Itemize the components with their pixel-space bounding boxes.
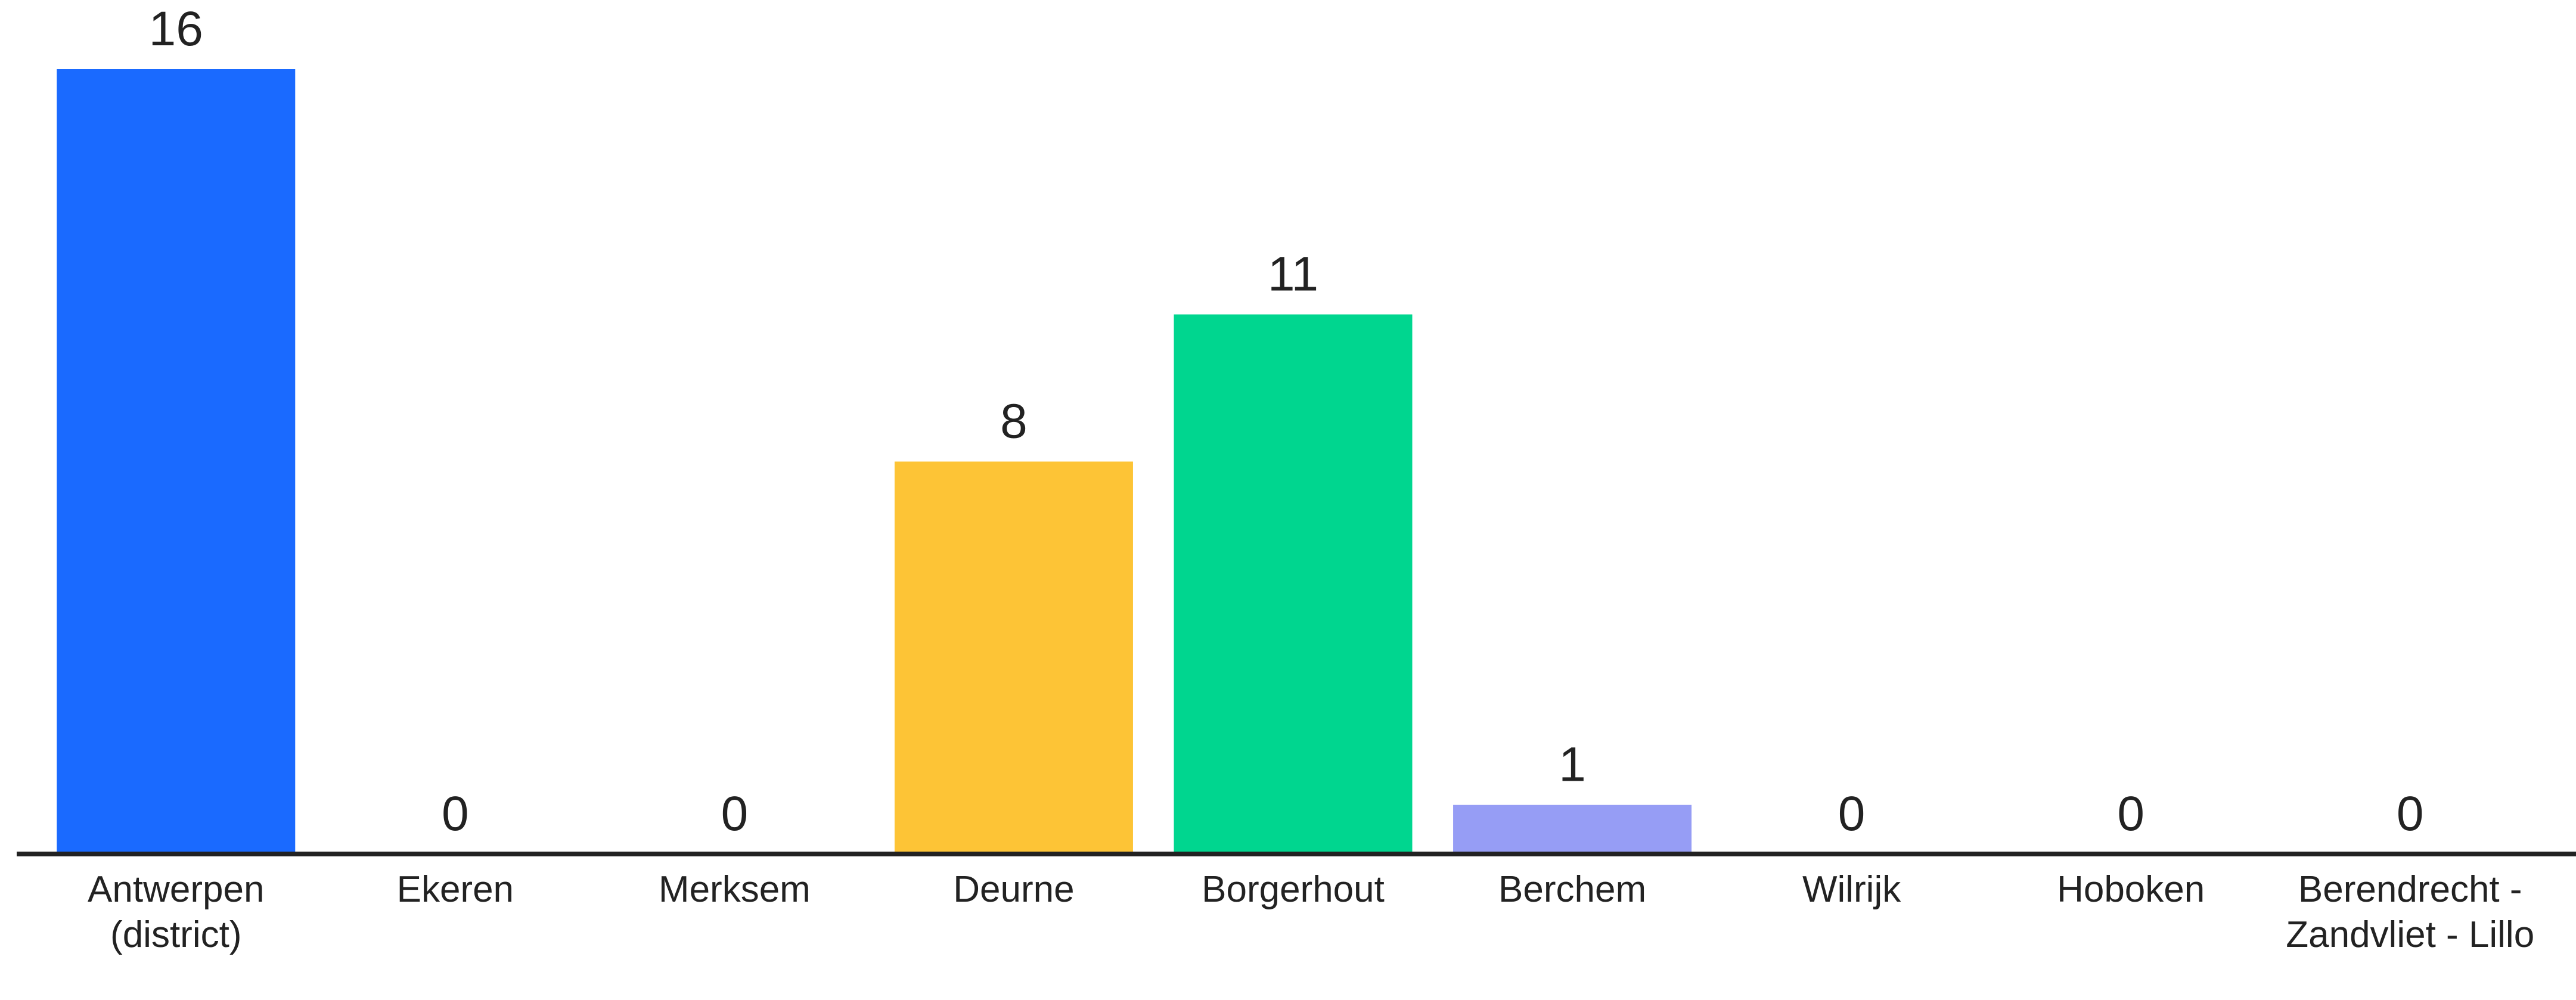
bar bbox=[57, 69, 296, 854]
value-label: 0 bbox=[2117, 787, 2144, 841]
category-label: Borgerhout bbox=[1202, 869, 1385, 910]
category-label: Antwerpen (district) bbox=[88, 869, 265, 955]
category-label: Wilrijk bbox=[1802, 869, 1901, 910]
value-label: 0 bbox=[1838, 787, 1866, 841]
category-label: Berchem bbox=[1498, 869, 1647, 910]
category-label: Deurne bbox=[953, 869, 1075, 910]
bar bbox=[1174, 314, 1413, 854]
bar bbox=[894, 461, 1133, 854]
category-label: Merksem bbox=[658, 869, 811, 910]
category-label: Berendrecht - Zandvliet - Lillo bbox=[2286, 869, 2535, 955]
category-label: Hoboken bbox=[2057, 869, 2205, 910]
value-label: 8 bbox=[1000, 395, 1028, 449]
value-label: 0 bbox=[2397, 787, 2424, 841]
value-label: 16 bbox=[149, 2, 203, 56]
bar bbox=[1453, 805, 1692, 854]
value-label: 0 bbox=[442, 787, 469, 841]
category-label: Ekeren bbox=[396, 869, 514, 910]
value-label: 1 bbox=[1559, 738, 1586, 792]
value-label: 0 bbox=[721, 787, 749, 841]
value-label: 11 bbox=[1268, 247, 1318, 302]
